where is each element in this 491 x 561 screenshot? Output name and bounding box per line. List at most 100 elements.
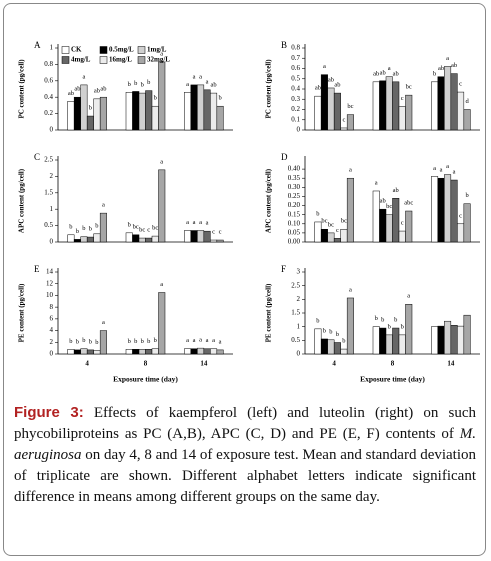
y-axis-label: APC content (pg/cell) bbox=[265, 168, 273, 233]
significance-letter: b bbox=[329, 328, 332, 335]
significance-letter: abc bbox=[404, 200, 413, 207]
legend-label: 0.5mg/L bbox=[109, 46, 134, 54]
bar bbox=[314, 221, 322, 243]
caption-text: on day 4, 8 and 14 of exposure test. Mea… bbox=[14, 447, 477, 505]
y-tick-label: 10 bbox=[46, 291, 54, 299]
significance-letter: a bbox=[160, 50, 163, 57]
y-tick-label: 0.6 bbox=[44, 76, 53, 84]
significance-letter: a bbox=[453, 169, 456, 176]
bar bbox=[314, 95, 322, 131]
significance-letter: a bbox=[193, 337, 196, 344]
significance-letter: ab bbox=[315, 85, 321, 92]
bar bbox=[203, 348, 211, 355]
bar bbox=[99, 96, 107, 131]
significance-letter: a bbox=[446, 163, 449, 170]
significance-letter: a bbox=[219, 338, 222, 345]
panel-label: E bbox=[34, 264, 40, 274]
legend-swatch bbox=[61, 56, 70, 64]
significance-letter: b bbox=[141, 82, 144, 89]
significance-letter: b bbox=[89, 105, 92, 112]
significance-letter: a bbox=[440, 167, 443, 174]
significance-letter: bc bbox=[328, 221, 334, 228]
significance-letter: c bbox=[401, 95, 404, 102]
bar bbox=[398, 334, 406, 355]
y-tick-label: 0.2 bbox=[291, 105, 300, 113]
bar bbox=[197, 230, 205, 243]
bar bbox=[385, 334, 393, 355]
y-tick-label: 0.15 bbox=[288, 210, 301, 218]
bar bbox=[145, 237, 153, 243]
bar bbox=[346, 297, 354, 355]
bar bbox=[320, 228, 328, 243]
significance-letter: ab bbox=[451, 62, 457, 69]
bar bbox=[327, 232, 335, 243]
bar bbox=[457, 223, 465, 243]
bar bbox=[203, 230, 211, 243]
bar bbox=[151, 235, 159, 243]
bar bbox=[379, 80, 387, 131]
bar bbox=[437, 325, 445, 355]
caption-text: Effects of kaempferol (left) and luteoli… bbox=[14, 405, 477, 442]
significance-letter: b bbox=[134, 80, 137, 87]
bar bbox=[99, 330, 107, 355]
significance-letter: a bbox=[199, 337, 202, 344]
caption: Figure 3: Effects of kaempferol (left) a… bbox=[14, 402, 476, 508]
significance-letter: a bbox=[160, 158, 163, 165]
bar bbox=[333, 92, 341, 131]
bar bbox=[385, 76, 393, 131]
bar bbox=[385, 214, 393, 243]
bar bbox=[372, 190, 380, 243]
significance-letter: b bbox=[342, 338, 345, 345]
bar bbox=[80, 236, 88, 243]
significance-letter: ab bbox=[94, 87, 100, 94]
y-tick-label: 0.10 bbox=[288, 219, 301, 227]
y-tick-label: 0.35 bbox=[288, 174, 301, 182]
bar bbox=[398, 230, 406, 243]
bar bbox=[457, 91, 465, 131]
bar bbox=[340, 228, 348, 243]
significance-letter: ab bbox=[438, 65, 444, 72]
y-tick-label: 0.20 bbox=[288, 201, 301, 209]
significance-letter: b bbox=[388, 323, 391, 330]
bar bbox=[210, 92, 218, 131]
significance-letter: a bbox=[160, 281, 163, 288]
caption-label: Figure 3: bbox=[14, 404, 84, 421]
significance-letter: b bbox=[336, 331, 339, 338]
bar bbox=[405, 94, 413, 131]
significance-letter: ab bbox=[100, 86, 106, 93]
significance-letter: ab bbox=[74, 86, 80, 93]
bar bbox=[216, 349, 224, 355]
bar bbox=[437, 177, 445, 243]
significance-letter: b bbox=[433, 70, 436, 77]
legend-label: CK bbox=[71, 46, 82, 54]
y-tick-label: 2 bbox=[297, 295, 301, 303]
significance-letter: b bbox=[154, 337, 157, 344]
bar bbox=[158, 169, 166, 243]
bar bbox=[125, 92, 133, 131]
legend-swatch bbox=[137, 56, 146, 64]
bar bbox=[80, 348, 88, 355]
bar bbox=[67, 349, 75, 355]
y-tick-label: 0.3 bbox=[291, 95, 300, 103]
bar bbox=[340, 348, 348, 355]
significance-letter: c bbox=[212, 229, 215, 236]
y-tick-label: 0.05 bbox=[288, 228, 301, 236]
bar bbox=[405, 210, 413, 243]
y-tick-label: 1.5 bbox=[44, 188, 53, 196]
bar bbox=[437, 76, 445, 131]
significance-letter: a bbox=[102, 319, 105, 326]
y-tick-label: 2.5 bbox=[291, 281, 300, 289]
x-tick-label: 8 bbox=[144, 360, 148, 368]
bar bbox=[125, 232, 133, 243]
significance-letter: c bbox=[459, 81, 462, 88]
significance-letter: b bbox=[375, 315, 378, 322]
significance-letter: bc bbox=[321, 218, 327, 225]
significance-letter: a bbox=[446, 55, 449, 62]
y-axis-label: PC content (pg/cell) bbox=[18, 59, 26, 119]
bar bbox=[327, 339, 335, 355]
y-axis-label: APC content (pg/cell) bbox=[18, 168, 26, 233]
significance-letter: b bbox=[218, 95, 221, 102]
bar bbox=[431, 81, 439, 131]
y-tick-label: 0.6 bbox=[291, 64, 300, 72]
